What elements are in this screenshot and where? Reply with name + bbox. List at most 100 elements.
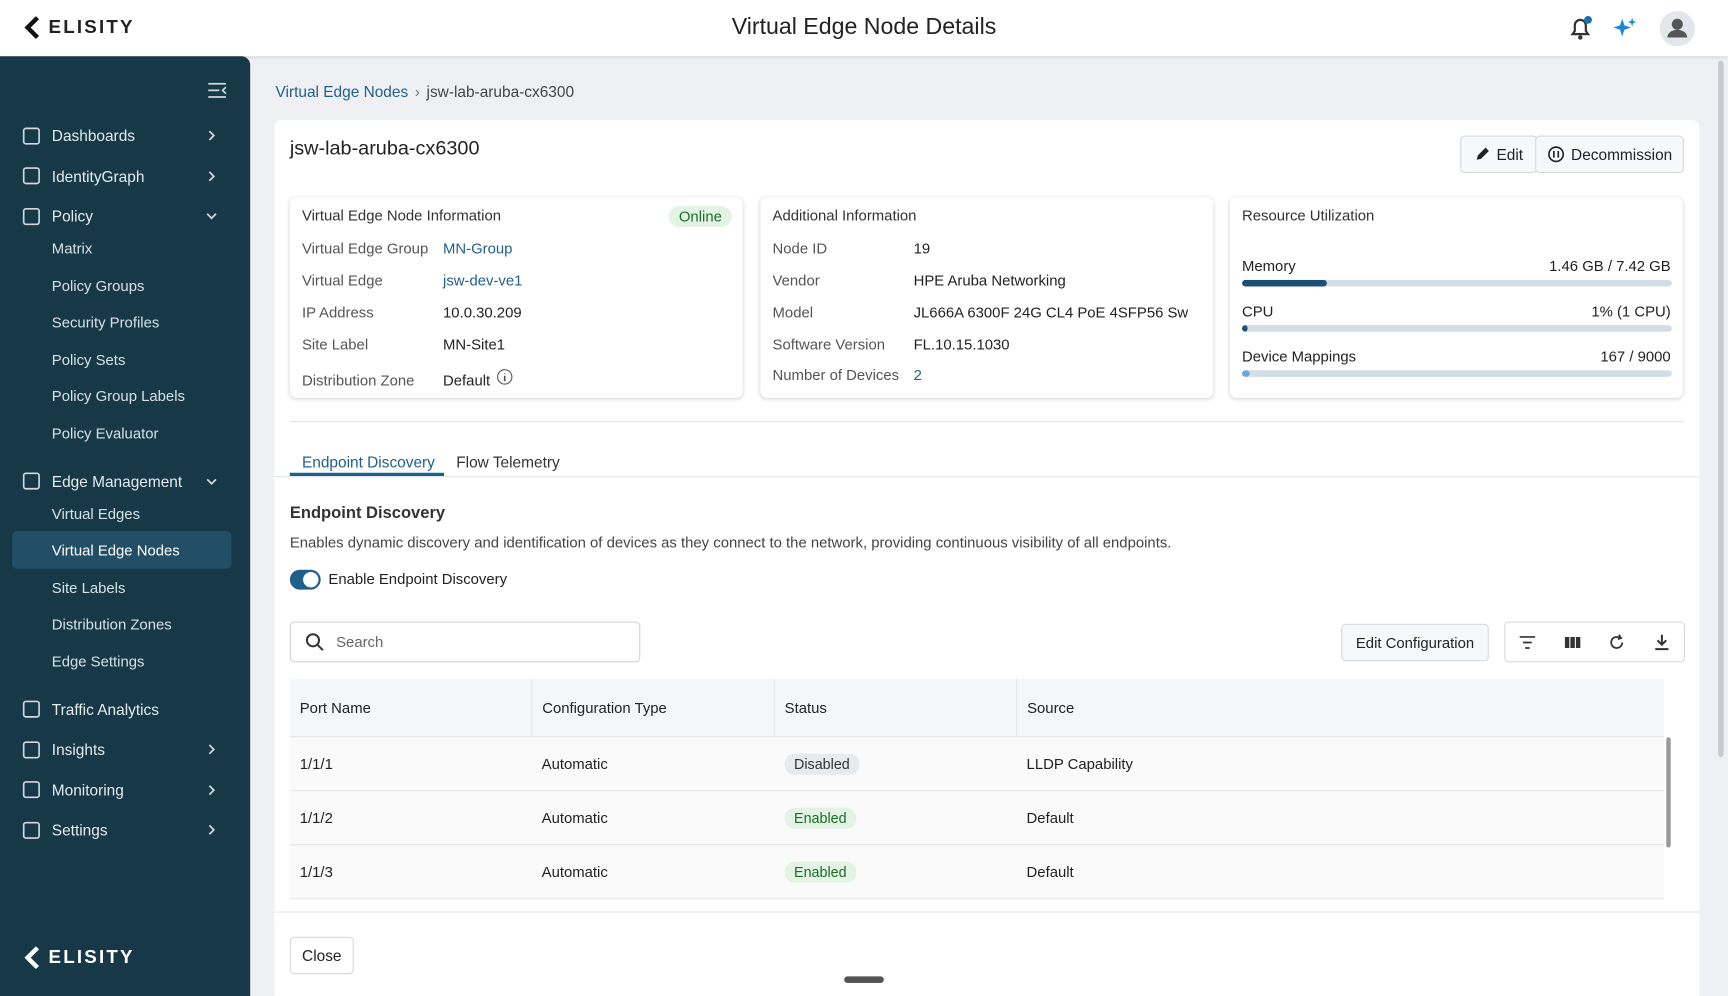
toggle[interactable] [289,569,321,590]
nav-subitem[interactable]: Matrix [51,240,93,257]
ports-table: Port Name Configuration Type Status Source 1… [289,678,1665,900]
sidebar: Dashboards IdentityGraph Policy Matrix Polic… [0,56,251,996]
field-label: Node ID [772,240,828,257]
nav-item[interactable]: Dashboards [22,122,238,148]
nav-subitem[interactable]: Security Profiles [51,314,160,331]
top-bar: ELISITY Virtual Edge Node Details [0,0,1728,57]
search-box[interactable]: Search [289,621,641,663]
nav-label: Settings [51,821,108,839]
tab[interactable]: Endpoint Discovery [301,452,435,471]
table-cell: Enabled [774,844,1017,900]
field-value: MN-Site1 [443,336,506,353]
field-label: Software Version [772,336,886,353]
table-row: 1/1/1 Automatic Disabled LLDP Capability [289,736,1665,792]
edit-configuration[interactable]: Edit Configuration [1341,623,1489,662]
resource-value: 1% (1 CPU) [1591,303,1671,320]
ai-assistant[interactable] [1612,15,1638,41]
nav-subitem[interactable]: Policy Evaluator [51,425,159,442]
scrollbar [1666,737,1671,848]
edit-button[interactable]: Edit [1460,135,1538,174]
element: jsw-lab-aruba-cx6300 [426,82,575,101]
drag-handle [844,976,884,984]
breadcrumb-link[interactable]: Virtual Edge Nodes [275,82,409,101]
element: Decommission [1571,145,1673,164]
nav-subitem[interactable]: Policy Groups [51,277,145,294]
nav-item[interactable]: IdentityGraph [22,163,238,189]
field-value[interactable]: MN-Group [443,240,513,257]
page-scrollbar [1718,60,1724,758]
icon-shape [316,643,324,651]
detail-panel: jsw-lab-aruba-cx6300 Edit Decommission V… [274,120,1700,996]
breadcrumb: Virtual Edge Nodes › jsw-lab-aruba-cx6300 [276,83,575,101]
icon-shape [22,781,40,799]
nav-item[interactable]: Settings [22,817,238,843]
nav-subitem[interactable]: Edge Settings [51,653,145,671]
info-card: Virtual Edge Node Information Online Vir… [289,197,743,398]
columns-icon[interactable] [1564,634,1582,649]
resource-bar [1241,370,1250,377]
nav-item[interactable]: Insights [22,736,238,762]
nav-subitem[interactable]: Virtual Edges [51,505,141,522]
icon-shape [1578,35,1583,40]
active-highlight [12,531,232,569]
icon-shape [206,213,217,220]
collapse-toggle[interactable] [207,82,227,98]
icon-shape [22,472,40,490]
field-value[interactable]: 2 [913,366,922,384]
resource-name: Memory [1241,257,1296,275]
download-icon[interactable] [1653,633,1671,651]
nav-subitem[interactable]: Distribution Zones [51,616,172,634]
column-header: Source [1016,678,1665,738]
nav-label: IdentityGraph [51,166,145,185]
nav-subitem[interactable]: Policy Sets [51,351,126,368]
table-cell: 1/1/3 [289,844,532,900]
nav-subitem[interactable]: Policy Group Labels [51,388,185,405]
icon-shape [497,369,513,385]
nav-subitem[interactable]: Site Labels [51,579,126,596]
nav-item[interactable]: Edge Management [22,468,238,494]
notifications[interactable] [1568,15,1592,41]
resource-bar [1241,279,1327,287]
tab[interactable]: Flow Telemetry [456,452,560,471]
element: Edit [1496,145,1524,164]
toggle-label: Enable Endpoint Discovery [328,570,508,588]
nav-subitem[interactable]: Virtual Edge Nodes [51,542,180,559]
nav-label: Dashboards [51,126,135,145]
nav-item[interactable]: Monitoring [22,776,238,802]
close-button[interactable]: Close [289,936,354,975]
nav-item[interactable]: Traffic Analytics [22,696,238,722]
status-pill: Enabled [784,861,857,883]
icon-shape [208,744,216,755]
nav-label: Insights [51,740,105,759]
field-value: FL.10.15.1030 [913,336,1010,353]
field-value[interactable]: jsw-dev-ve1 [443,272,523,289]
resource-track [1241,325,1672,332]
decommission-button[interactable]: Decommission [1535,135,1684,174]
refresh-icon[interactable] [1608,633,1626,651]
element: Resource Utilization [1241,207,1375,224]
icon-shape [208,170,216,181]
icon-shape [208,82,227,98]
table-cell: Automatic [531,844,775,900]
sidebar-brand: ELISITY [24,946,134,969]
icon-shape [1654,634,1669,650]
element: 1/1/1 Automatic Disabled LLDP Capability 1/1… [289,736,1665,900]
resource-bar [1241,325,1248,332]
user-avatar[interactable] [1659,11,1696,47]
nav-item[interactable]: Policy [22,203,238,229]
icon-shape [22,740,40,759]
column-header: Status [774,678,1018,738]
icon-shape [208,784,216,795]
table-cell: Default [1016,844,1665,900]
element: Search [336,633,384,651]
icon-shape [305,633,321,648]
icon-shape [1547,146,1564,163]
resource-value: 1.46 GB / 7.42 GB [1549,257,1671,275]
icon-shape [206,478,217,485]
info-icon[interactable] [496,368,514,386]
icon-shape [1519,635,1536,649]
filter-icon[interactable] [1519,634,1537,649]
element [305,633,324,651]
icon-shape [22,127,40,145]
